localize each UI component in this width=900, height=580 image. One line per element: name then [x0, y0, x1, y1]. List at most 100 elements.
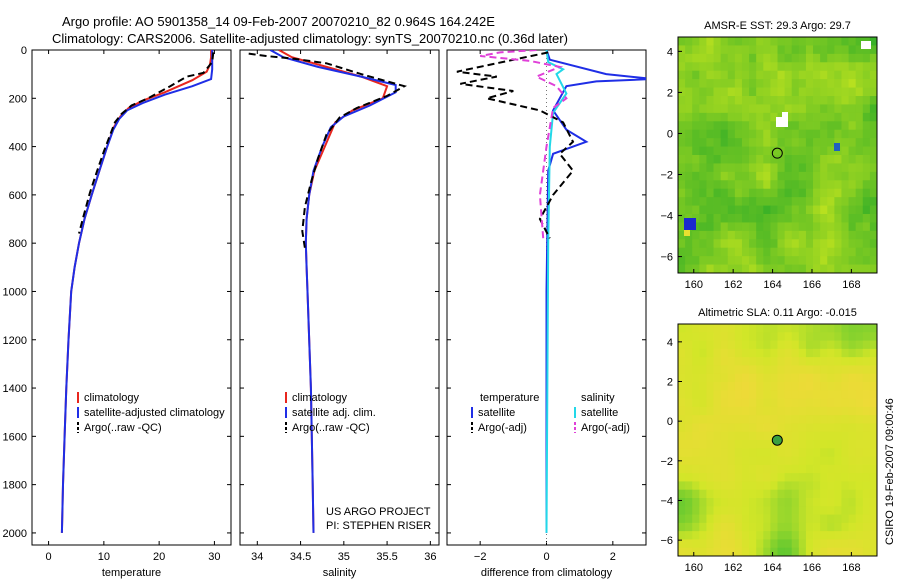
sla-cell	[763, 382, 771, 391]
sla-cell	[720, 539, 729, 549]
sst-cell	[827, 70, 835, 80]
sla-cell	[727, 423, 736, 433]
sst-cell	[692, 112, 700, 122]
sst-cell	[720, 37, 729, 46]
sla-cell	[713, 448, 722, 457]
sla-cell	[770, 464, 778, 474]
sst-cell	[798, 264, 807, 274]
sst-cell	[848, 163, 857, 173]
temperature-ytick-label: 800	[9, 238, 27, 250]
sst-cell	[706, 138, 714, 147]
sst-cell	[692, 239, 700, 249]
sst-cold-patch	[684, 218, 696, 230]
sla-ytick-label: −2	[660, 456, 673, 468]
sst-cell	[834, 188, 842, 198]
sla-cell	[805, 506, 814, 515]
sst-cell	[813, 256, 821, 265]
sst-cell	[827, 87, 835, 97]
sst-cell	[749, 171, 757, 181]
sst-cell	[692, 96, 700, 105]
sla-cell	[713, 473, 722, 482]
sst-cell	[741, 197, 750, 206]
sst-cell	[749, 146, 757, 156]
sla-cell	[699, 423, 707, 433]
sla-cell	[855, 357, 864, 366]
sst-cell	[678, 138, 686, 147]
sst-cell	[734, 121, 743, 131]
sst-cell	[862, 155, 871, 164]
salinity-xtick-label: 36	[424, 551, 436, 563]
sst-cell	[720, 163, 729, 173]
sst-cell	[749, 188, 757, 198]
sst-cell	[784, 222, 793, 232]
sla-cell	[713, 498, 722, 507]
sla-cell	[841, 390, 849, 399]
sla-cell	[749, 357, 757, 366]
sst-cell	[869, 171, 878, 181]
sla-cell	[848, 357, 857, 366]
sla-cell	[784, 440, 793, 449]
sst-cell	[706, 180, 714, 190]
sst-cell	[741, 129, 750, 139]
sst-cell	[734, 230, 743, 240]
sla-cell	[834, 506, 842, 515]
sst-cell	[813, 247, 821, 257]
sst-cell	[734, 180, 743, 190]
sla-cell	[855, 348, 864, 358]
sla-cell	[805, 398, 814, 408]
sst-nodata-patch	[776, 117, 788, 127]
sst-cell	[749, 53, 757, 63]
sst-cell	[713, 37, 722, 46]
sla-cell	[685, 456, 693, 466]
sla-xtick-label: 168	[842, 562, 860, 574]
sla-cell	[827, 498, 835, 507]
sst-cell	[734, 256, 743, 265]
sst-cell	[820, 155, 828, 164]
sst-cell	[834, 121, 842, 131]
sla-cell	[699, 531, 707, 540]
sst-cell	[848, 222, 857, 232]
sla-cell	[869, 324, 878, 333]
sst-cell	[741, 79, 750, 88]
sst-cell	[749, 239, 757, 249]
difference-series-sal_argo	[480, 50, 568, 239]
sla-cell	[777, 406, 786, 416]
sst-cell	[855, 96, 864, 105]
sst-cell	[855, 197, 864, 206]
sla-cell	[727, 481, 736, 491]
sst-argo-marker	[771, 147, 783, 159]
sst-cell	[756, 138, 764, 147]
sst-cell	[741, 112, 750, 122]
sla-cell	[784, 365, 793, 375]
sla-cell	[805, 324, 814, 333]
sla-cell	[848, 489, 857, 499]
sla-cell	[763, 489, 771, 499]
sst-cell	[699, 79, 707, 88]
sst-cell	[713, 87, 722, 97]
sst-cell	[862, 230, 871, 240]
sla-cell	[713, 332, 722, 341]
sst-cell	[798, 87, 807, 97]
sla-cell	[791, 456, 800, 466]
sst-cell	[869, 230, 878, 240]
sla-cell	[791, 473, 800, 482]
sla-cell	[727, 348, 736, 358]
sst-cell	[784, 138, 793, 147]
sla-cell	[841, 473, 849, 482]
sla-cell	[699, 390, 707, 399]
sla-cell	[784, 398, 793, 408]
sla-cell	[848, 456, 857, 466]
sla-cell	[777, 390, 786, 399]
sla-cell	[749, 348, 757, 358]
sla-cell	[784, 340, 793, 350]
sla-cell	[805, 473, 814, 482]
sst-cell	[756, 264, 764, 274]
sla-cell	[791, 406, 800, 416]
sst-cell	[777, 155, 786, 164]
sst-cell	[720, 222, 729, 232]
sla-cell	[763, 531, 771, 540]
sla-heatmap	[678, 324, 878, 557]
sla-cell	[727, 373, 736, 383]
sst-cell	[862, 222, 871, 232]
difference-legend-label: Argo(-adj)	[581, 422, 630, 434]
